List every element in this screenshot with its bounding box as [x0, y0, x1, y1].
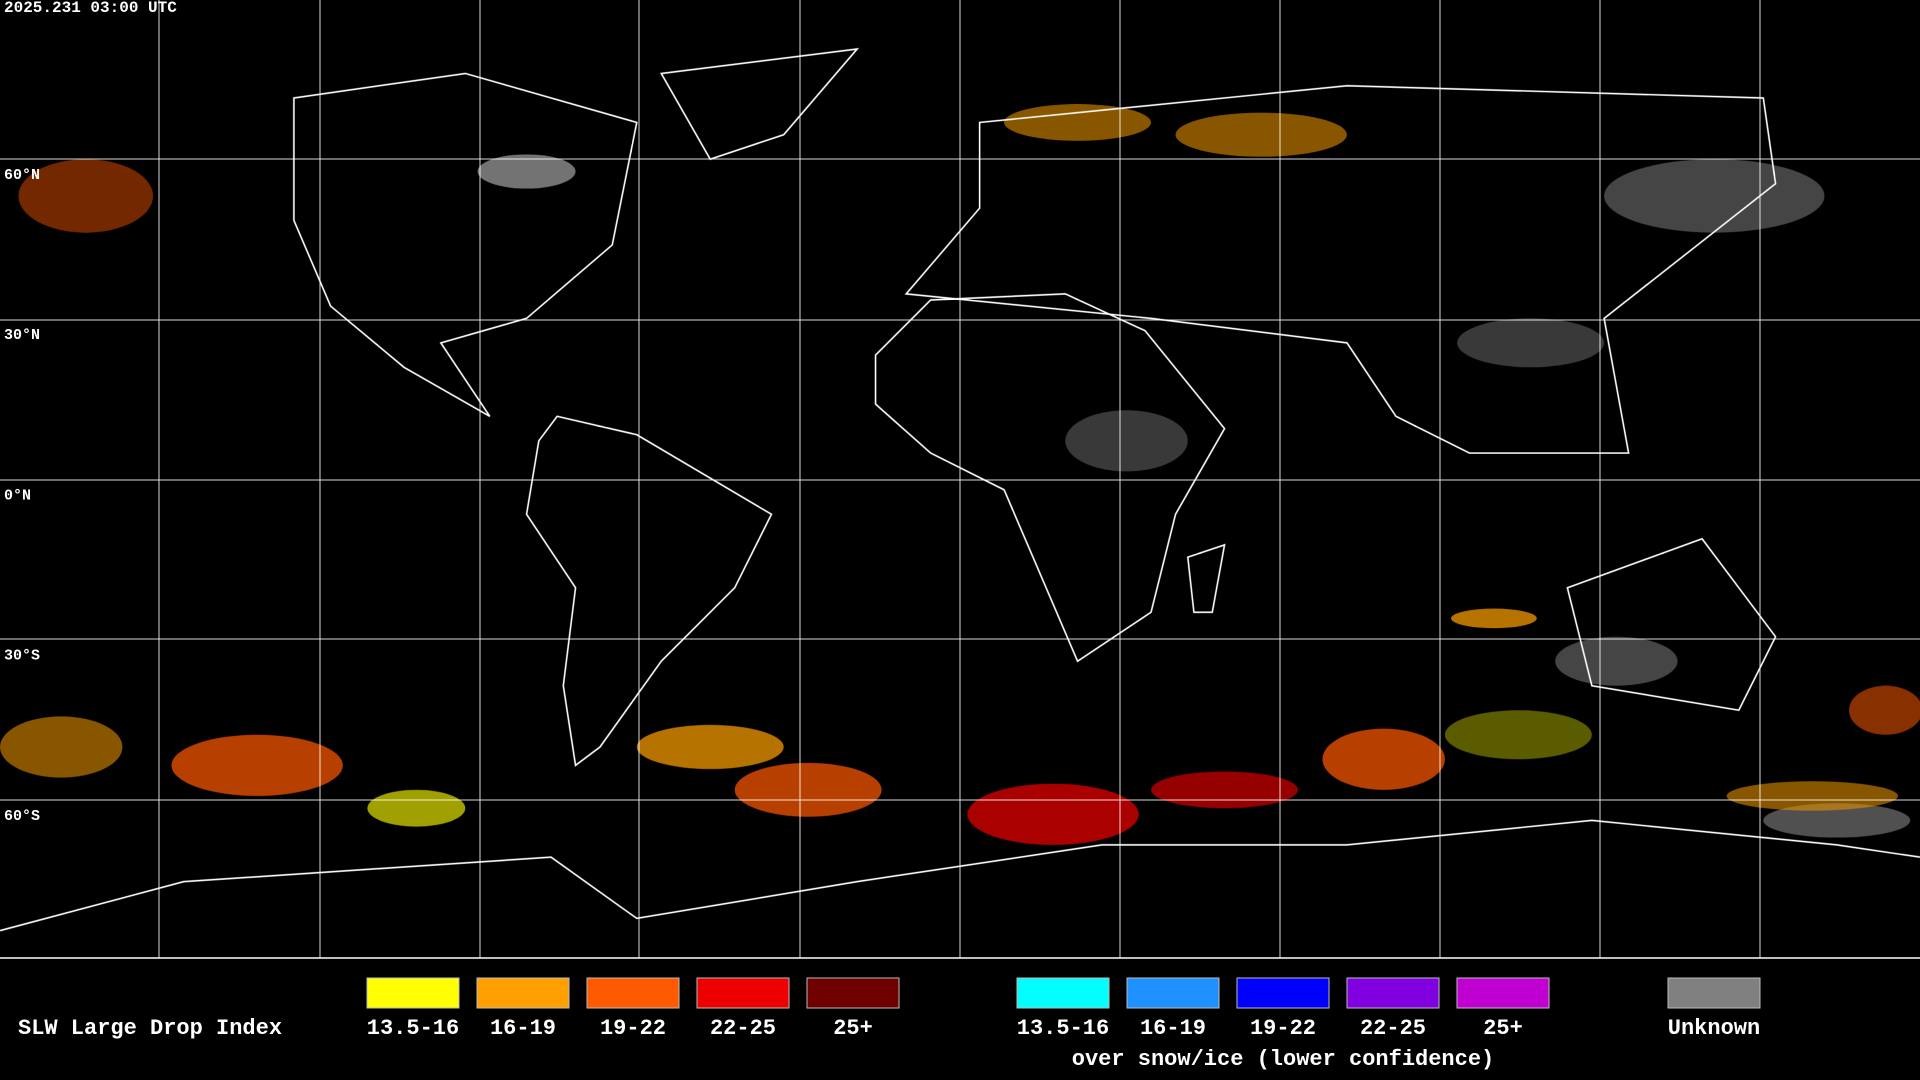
legend-label: 19-22 — [600, 1016, 666, 1041]
legend-swatch — [1667, 977, 1761, 1009]
legend-label: 22-25 — [710, 1016, 776, 1041]
cloud-patches — [0, 104, 1920, 845]
legend-label: 13.5-16 — [367, 1016, 459, 1041]
legend-swatch — [476, 977, 570, 1009]
legend-label: 16-19 — [490, 1016, 556, 1041]
graticule — [0, 0, 1920, 958]
legend-caption: over snow/ice (lower confidence) — [1072, 1047, 1494, 1072]
legend-swatch — [1346, 977, 1440, 1009]
legend-label: 22-25 — [1360, 1016, 1426, 1041]
latitude-labels: 60°N 30°N 0°N 30°S 60°S — [4, 167, 40, 825]
latitude-label: 0°N — [4, 487, 31, 504]
latitude-label: 60°N — [4, 167, 40, 184]
legend-swatch — [696, 977, 790, 1009]
latitude-label: 30°N — [4, 327, 40, 344]
legend-swatch — [1456, 977, 1550, 1009]
map-layer — [0, 47, 1920, 932]
coastlines — [0, 47, 1920, 932]
latitude-label: 30°S — [4, 648, 40, 665]
legend-swatch — [1126, 977, 1220, 1009]
legend-swatch — [1236, 977, 1330, 1009]
legend-swatch — [806, 977, 900, 1009]
timestamp: 2025.231 03:00 UTC — [4, 0, 177, 17]
legend-swatch — [1016, 977, 1110, 1009]
legend-title: SLW Large Drop Index — [18, 1016, 282, 1041]
legend: SLW Large Drop Index 13.5-16 16-19 19-22 22-… — [18, 977, 1761, 1072]
legend-label: 13.5-16 — [1017, 1016, 1109, 1041]
legend-swatch — [366, 977, 460, 1009]
legend-label: 25+ — [833, 1016, 873, 1041]
legend-label: Unknown — [1668, 1016, 1760, 1041]
legend-label: 19-22 — [1250, 1016, 1316, 1041]
legend-swatch — [586, 977, 680, 1009]
legend-label: 16-19 — [1140, 1016, 1206, 1041]
legend-label: 25+ — [1483, 1016, 1523, 1041]
latitude-label: 60°S — [4, 808, 40, 825]
